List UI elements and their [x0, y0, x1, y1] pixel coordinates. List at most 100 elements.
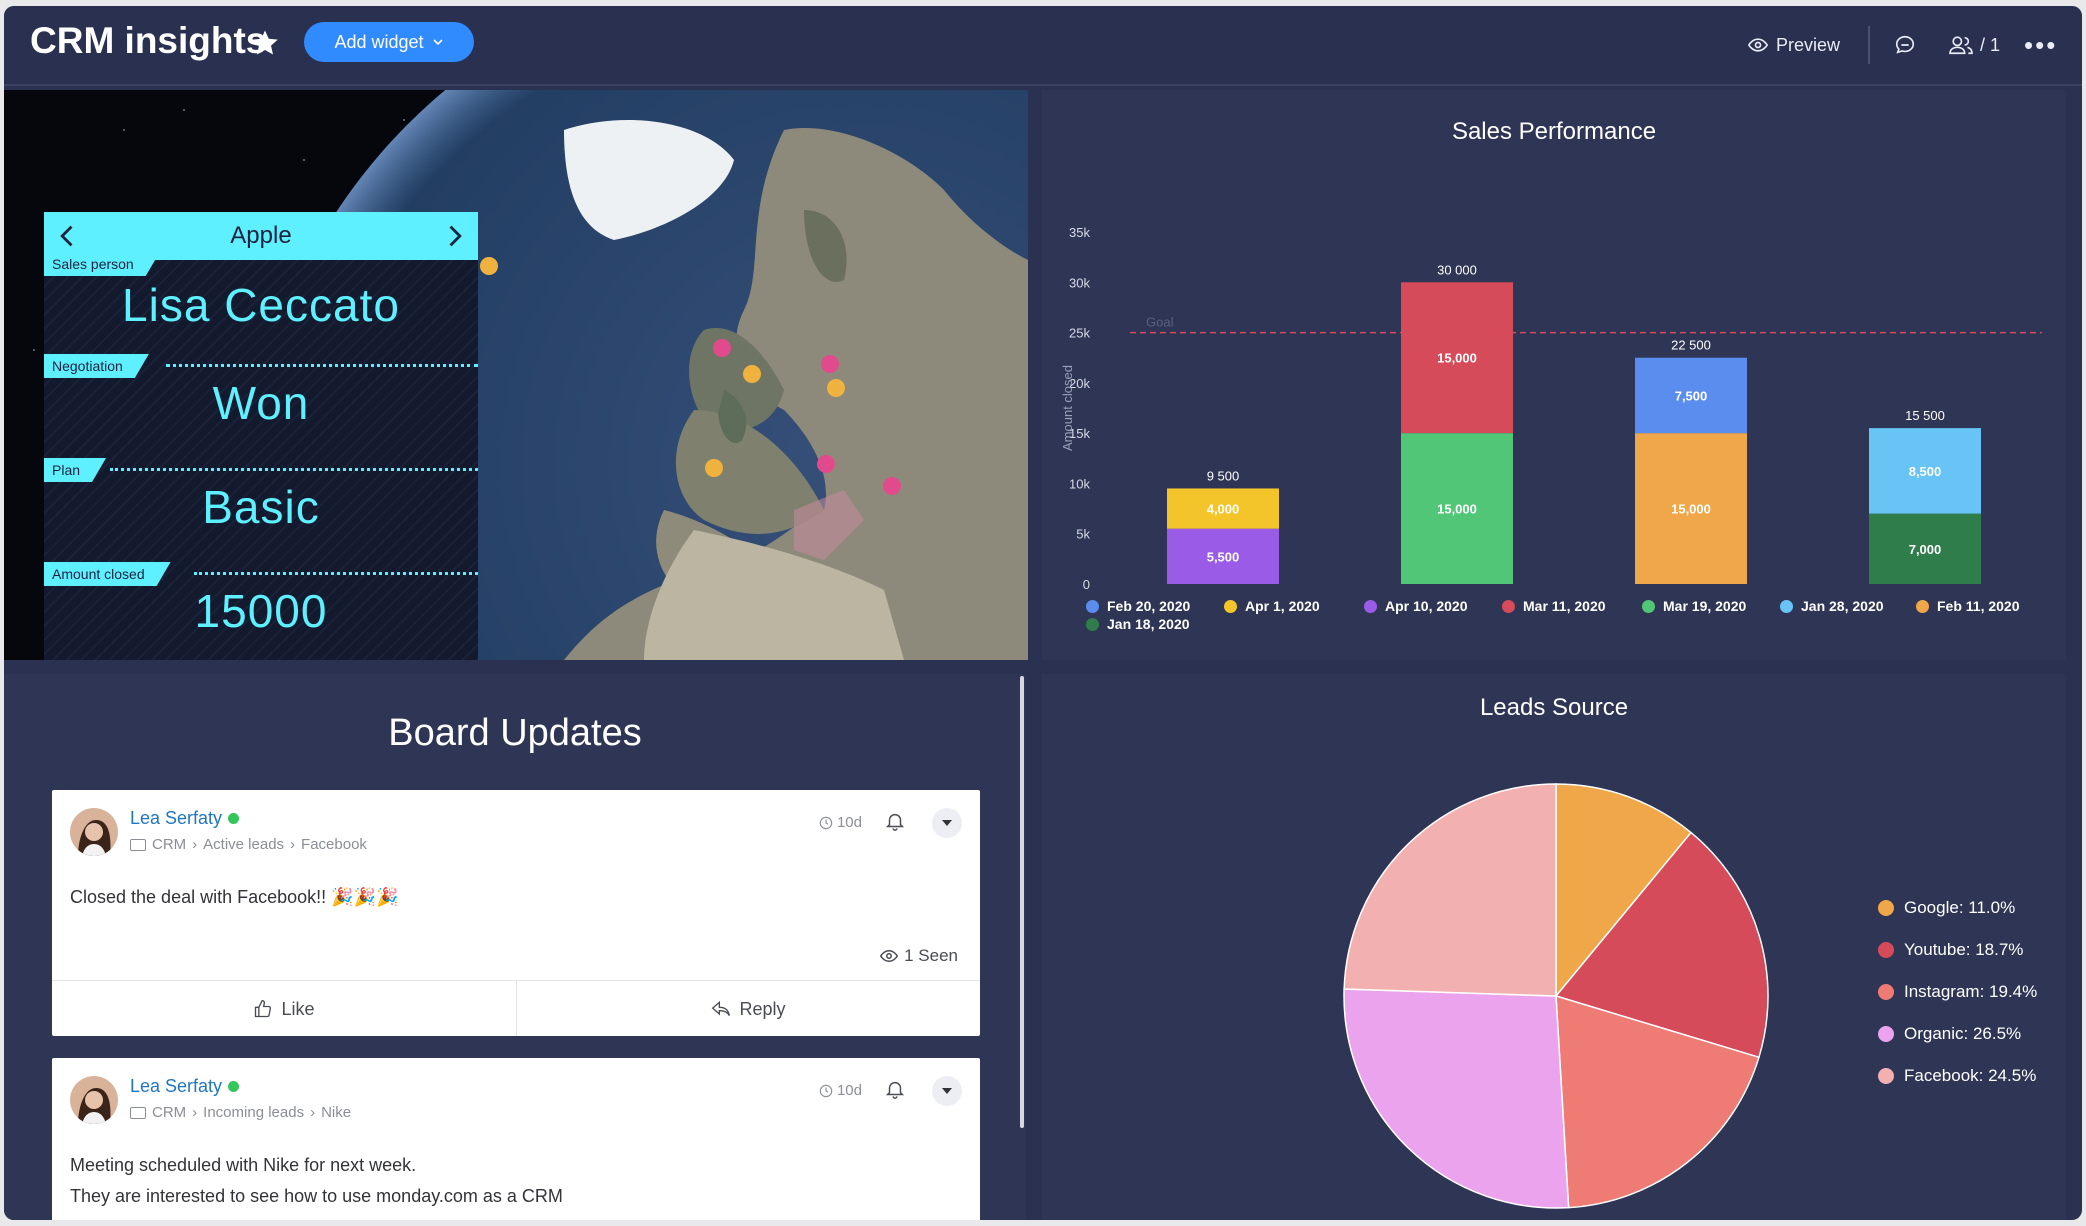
breadcrumb: CRM › Active leads › Facebook: [130, 836, 367, 853]
legend-label: Feb 20, 2020: [1107, 598, 1191, 614]
legend-label: Jan 18, 2020: [1107, 616, 1190, 632]
sales-performance-widget: Sales Performance 0 5k 10k 15k 20k 25k 30k 35k A…: [1042, 90, 2066, 660]
legend-item[interactable]: Feb 11, 2020: [1916, 598, 2020, 614]
breadcrumb-group[interactable]: Active leads: [203, 836, 285, 853]
seen-count: 1 Seen: [904, 946, 958, 965]
sales-bar-chart[interactable]: 0 5k 10k 15k 20k 25k 30k 35k Amount closed Goal 5,…: [1042, 90, 2066, 590]
legend-label: Youtube: 18.7%: [1904, 940, 2024, 959]
legend-label: Apr 1, 2020: [1245, 598, 1320, 614]
post-timestamp: 10d: [819, 814, 862, 831]
legend-label: Feb 11, 2020: [1937, 598, 2020, 614]
post-body: Meeting scheduled with Nike for next wee…: [70, 1150, 563, 1212]
pie-slice: [1554, 831, 1769, 1059]
amount-value: 15000: [194, 585, 328, 637]
previous-arrow-icon[interactable]: [54, 222, 82, 250]
bell-icon[interactable]: [884, 1078, 906, 1100]
bar-segment-label: 7,500: [1675, 388, 1708, 403]
legend-item[interactable]: Mar 11, 2020: [1502, 598, 1606, 614]
legend-item[interactable]: Google: 11.0%: [1878, 898, 2015, 918]
author-name-label: Lea Serfaty: [130, 1076, 223, 1096]
breadcrumb: CRM › Incoming leads › Nike: [130, 1104, 351, 1121]
next-arrow-icon[interactable]: [440, 222, 468, 250]
star-icon[interactable]: [250, 28, 280, 58]
legend-dot: [1364, 599, 1377, 613]
legend-label: Mar 11, 2020: [1523, 598, 1606, 614]
breadcrumb-separator: ›: [310, 1104, 316, 1121]
author-name[interactable]: Lea Serfaty: [130, 1076, 240, 1097]
post-menu-button[interactable]: [932, 808, 962, 838]
section-divider: [194, 572, 478, 575]
legend-label: Facebook: 24.5%: [1904, 1066, 2037, 1085]
post-menu-button[interactable]: [932, 1076, 962, 1106]
breadcrumb-item[interactable]: Facebook: [301, 836, 367, 853]
negotiation-label: Negotiation: [44, 354, 149, 378]
breadcrumb-board[interactable]: CRM: [152, 1104, 187, 1121]
breadcrumb-board[interactable]: CRM: [152, 836, 187, 853]
bar-total-label: 30 000: [1437, 262, 1477, 277]
plan-section: Plan Basic: [44, 458, 478, 562]
leads-chart-title: Leads Source: [1479, 694, 1629, 721]
breadcrumb-separator: ›: [192, 1104, 198, 1121]
bell-icon[interactable]: [884, 810, 906, 832]
breadcrumb-item[interactable]: Nike: [321, 1104, 352, 1121]
board-members-button[interactable]: / 1: [1948, 26, 2000, 64]
deal-card-body: Sales person Lisa Ceccato Negotiation Wo…: [44, 260, 478, 660]
board-updates-widget: Board Updates Lea Serfaty CRM › Active l…: [4, 674, 1026, 1220]
y-tick-label: 25k: [1069, 326, 1090, 341]
legend-dot: [1878, 1026, 1894, 1042]
legend-item[interactable]: Facebook: 24.5%: [1878, 1066, 2036, 1086]
avatar[interactable]: [70, 808, 118, 856]
legend-label: Organic: 26.5%: [1904, 1024, 2022, 1043]
leads-source-widget: Leads Source Google: 11.0% Youtube: 18.7%…: [1042, 674, 2066, 1220]
section-divider: [110, 468, 478, 471]
y-tick-label: 15k: [1069, 426, 1090, 441]
more-options-icon[interactable]: •••: [2024, 29, 2058, 60]
legend-label: Instagram: 19.4%: [1904, 982, 2038, 1001]
breadcrumb-separator: ›: [192, 836, 198, 853]
updates-button[interactable]: [1894, 26, 1916, 64]
bar-segment: [1635, 357, 1747, 434]
dashboard-title[interactable]: CRM insights: [30, 20, 267, 61]
leads-pie-chart[interactable]: [1042, 674, 1842, 1220]
legend-item[interactable]: Mar 19, 2020: [1642, 598, 1746, 614]
like-button[interactable]: Like: [52, 981, 516, 1036]
bar-total-label: 22 500: [1671, 338, 1711, 353]
eye-icon: [880, 949, 899, 963]
post-text-line: Closed the deal with Facebook!! 🎉🎉🎉: [70, 887, 399, 907]
bar-segment-label: 8,500: [1909, 464, 1942, 479]
bar-segment-label: 7,000: [1909, 542, 1942, 557]
legend-item[interactable]: Jan 28, 2020: [1780, 598, 1884, 614]
amount-section: Amount closed 15000: [44, 562, 478, 660]
clock-icon: [819, 1084, 833, 1097]
bar-segment: [1635, 433, 1747, 584]
legend-item[interactable]: Instagram: 19.4%: [1878, 982, 2037, 1002]
bar-segment: [1401, 282, 1513, 434]
post-time-value: 10d: [836, 1082, 862, 1099]
legend-label: Mar 19, 2020: [1663, 598, 1747, 614]
dashboard-header: CRM insights Add widget Preview / 1 •••: [4, 6, 2082, 86]
legend-item[interactable]: Apr 1, 2020: [1224, 598, 1320, 614]
legend-item[interactable]: Feb 20, 2020: [1086, 598, 1190, 614]
legend-item[interactable]: Apr 10, 2020: [1364, 598, 1468, 614]
post-text-line: Meeting scheduled with Nike for next wee…: [70, 1155, 417, 1175]
legend-item[interactable]: Organic: 26.5%: [1878, 1024, 2021, 1044]
preview-button[interactable]: Preview: [1748, 26, 1840, 64]
author-name[interactable]: Lea Serfaty: [130, 808, 240, 829]
avatar[interactable]: [70, 1076, 118, 1124]
sales-chart-title: Sales Performance: [1451, 118, 1657, 145]
plan-label: Plan: [44, 458, 106, 482]
bar-segment-label: 15,000: [1437, 351, 1477, 366]
breadcrumb-group[interactable]: Incoming leads: [203, 1104, 305, 1121]
legend-item[interactable]: Youtube: 18.7%: [1878, 940, 2023, 960]
add-widget-button[interactable]: Add widget: [304, 22, 474, 62]
y-tick-label: 0: [1083, 577, 1090, 590]
bar-segment-label: 5,500: [1207, 549, 1240, 564]
online-status-dot: [228, 1081, 240, 1092]
seen-indicator[interactable]: 1 Seen: [880, 946, 958, 966]
reply-button[interactable]: Reply: [517, 981, 980, 1036]
caret-down-icon: [942, 1088, 952, 1094]
bar-segment: [1167, 528, 1279, 584]
legend-item[interactable]: Jan 18, 2020: [1086, 616, 1190, 632]
updates-scrollbar[interactable]: [1020, 676, 1024, 1128]
dashboard-window: CRM insights Add widget Preview / 1 •••: [4, 6, 2082, 1220]
